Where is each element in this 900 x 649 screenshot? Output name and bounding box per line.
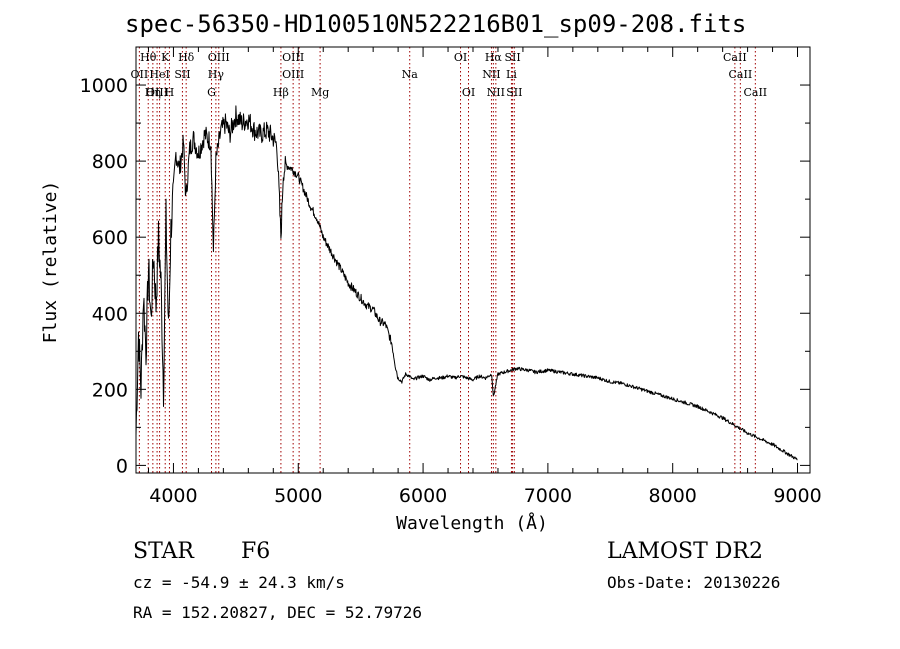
plot-frame [135,46,811,474]
y-tick-label: 800 [92,151,128,173]
spectral-line-label: Hη [145,86,161,99]
spectral-line-label: CaII [723,51,747,64]
spectral-line-label: NII [487,86,505,99]
spectral-line-label: OIII [282,68,304,81]
object-class: STAR [133,539,194,564]
spectral-line-label: Na [402,68,419,81]
spectral-line-label: OI [462,86,475,99]
survey-name: LAMOST DR2 [607,539,763,564]
spectral-line-label: Hβ [273,86,289,99]
y-axis-label: Flux (relative) [40,181,61,344]
spectral-line-label: Hδ [178,51,195,64]
emission-line-markers [138,47,756,473]
spectral-line-label: Hα [485,51,503,64]
spectral-line-label: CaII [743,86,767,99]
x-tick-label: 5000 [274,485,322,507]
spectral-line-label: K [161,51,170,64]
spectral-line-label: HeI [149,68,169,81]
x-tick-label: 8000 [649,485,697,507]
spectral-line-label: SII [506,86,522,99]
spectral-line-label: SII [504,51,520,64]
y-tick-label: 1000 [80,75,128,97]
coordinates: RA = 152.20827, DEC = 52.79726 [133,603,422,622]
spectral-line-label: CaII [729,68,753,81]
spectral-line-label: OIII [282,51,304,64]
spectral-line-label: OIII [208,51,230,64]
x-tick-label: 6000 [399,485,447,507]
spectral-line-label: OII [131,68,149,81]
y-tick-label: 0 [116,455,128,477]
spectral-line-label: OIII [146,86,168,99]
spectral-line-label: G [207,86,216,99]
axes: 4000 5000 6000 7000 8000 9000 0 200 400 600 800 100… [80,46,822,507]
spectral-line-label: OI [454,51,467,64]
x-tick-label: 7000 [524,485,572,507]
x-axis-label: Wavelength (Å) [396,512,548,534]
chart-title: spec-56350-HD100510N522216B01_sp09-208.f… [125,10,747,38]
spectrum-line [135,105,798,461]
spectral-line-label: Hγ [208,68,225,81]
x-tick-label: 4000 [149,485,197,507]
spectral-line-label: NII [482,68,500,81]
y-tick-label: 400 [92,303,128,325]
observation-date: Obs-Date: 20130226 [607,573,781,592]
spectrum-series [135,105,798,461]
object-subclass: F6 [241,539,271,564]
spectral-line-label: Hθ [140,51,157,64]
spectral-line-label: SII [174,68,190,81]
spectral-line-label: H [165,86,175,99]
y-tick-label: 200 [92,379,128,401]
x-tick-label: 9000 [773,485,821,507]
spectral-line-label: Li [506,68,517,81]
y-tick-label: 600 [92,227,128,249]
spectral-line-label: Mg [311,86,329,99]
redshift-velocity: cz = -54.9 ± 24.3 km/s [133,573,345,592]
